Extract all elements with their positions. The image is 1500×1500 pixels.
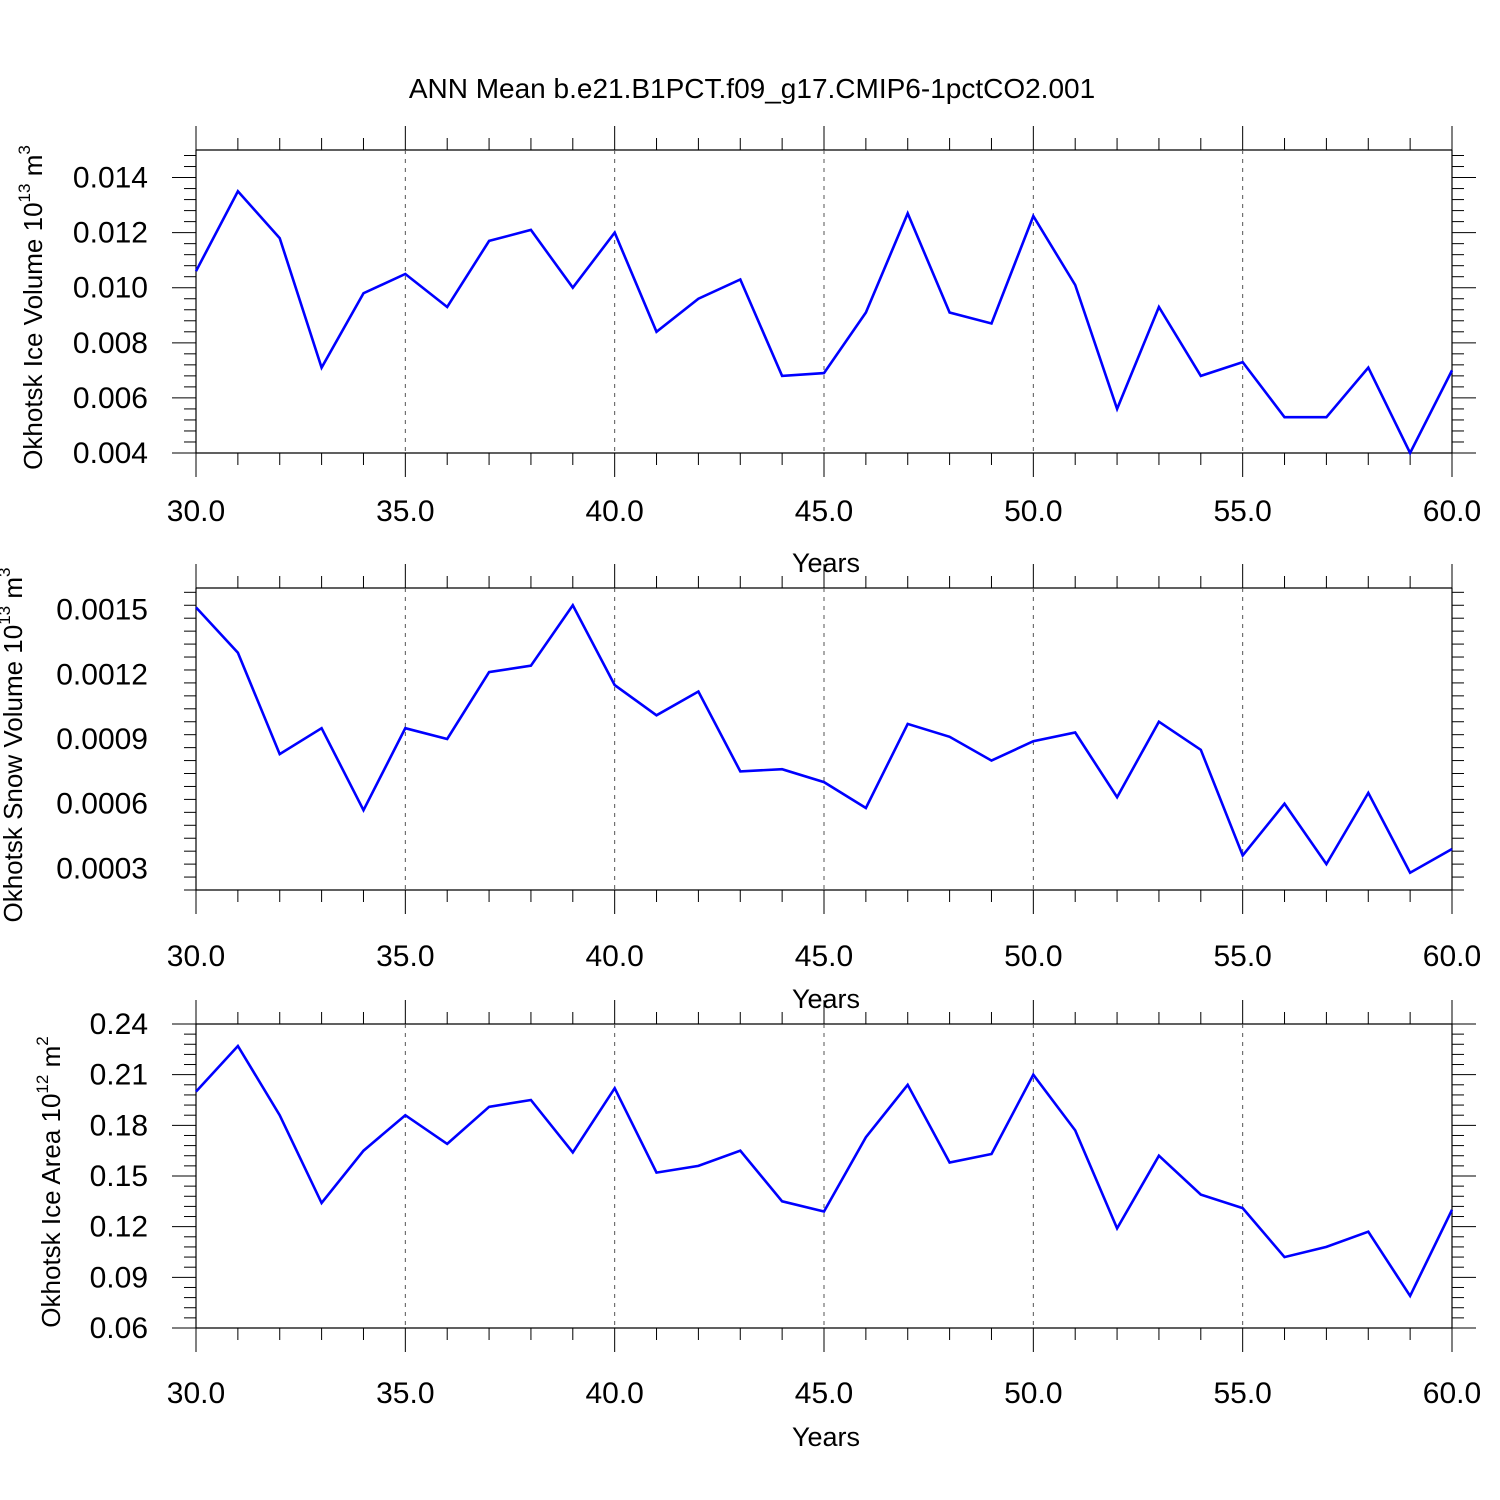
x-tick-label: 50.0 xyxy=(1004,1377,1062,1410)
x-tick-label: 60.0 xyxy=(1423,495,1481,528)
chart-panel-3: 30.0 35.0 40.0 45.0 50.0 55.0 60.0 0.06 0.09 0.12… xyxy=(33,1000,1481,1452)
y-label-power: 12 xyxy=(33,1075,52,1094)
x-axis-label: Years xyxy=(792,984,860,1014)
y-label-unit: m xyxy=(18,155,48,184)
x-tick-label: 45.0 xyxy=(795,495,853,528)
y-label-text: Okhotsk Ice Area 10 xyxy=(36,1094,66,1328)
x-axis-label: Years xyxy=(792,548,860,578)
y-tick-label: 0.12 xyxy=(90,1211,148,1244)
x-tick-label: 45.0 xyxy=(795,1377,853,1410)
y-tick-label: 0.004 xyxy=(73,437,148,470)
y-tick-label: 0.0012 xyxy=(56,658,148,691)
x-tick-label: 40.0 xyxy=(585,1377,643,1410)
x-tick-label: 55.0 xyxy=(1213,940,1271,973)
y-axis-label: Okhotsk Snow Volume 1013 m3 xyxy=(0,568,28,923)
y-label-power: 13 xyxy=(15,184,34,203)
y-tick-label: 0.0006 xyxy=(56,788,148,821)
y-label-unit: m xyxy=(0,577,28,606)
chart-panel-1: 30.0 35.0 40.0 45.0 50.0 55.0 60.0 0.004 0.006 0.… xyxy=(15,126,1481,578)
x-tick-label: 45.0 xyxy=(795,940,853,973)
x-tick-label: 40.0 xyxy=(585,495,643,528)
y-label-text: Okhotsk Ice Volume 10 xyxy=(18,202,48,469)
panels-container: 30.0 35.0 40.0 45.0 50.0 55.0 60.0 0.004 0.006 0.… xyxy=(0,126,1481,1452)
x-axis-label: Years xyxy=(792,1422,860,1452)
y-label-unit-power: 3 xyxy=(0,568,14,577)
y-tick-label: 0.06 xyxy=(90,1312,148,1345)
y-tick-label: 0.21 xyxy=(90,1059,148,1092)
y-tick-label: 0.008 xyxy=(73,327,148,360)
x-tick-label: 60.0 xyxy=(1423,940,1481,973)
y-tick-label: 0.0009 xyxy=(56,723,148,756)
x-tick-label: 35.0 xyxy=(376,495,434,528)
y-tick-label: 0.0003 xyxy=(56,852,148,885)
y-tick-label: 0.15 xyxy=(90,1160,148,1193)
y-label-unit-power: 3 xyxy=(15,145,34,154)
chart-panel-2: 30.0 35.0 40.0 45.0 50.0 55.0 60.0 0.0003 0.0006… xyxy=(0,564,1481,1014)
y-tick-label: 0.014 xyxy=(73,162,148,195)
x-tick-label: 55.0 xyxy=(1213,1377,1271,1410)
y-tick-label: 0.010 xyxy=(73,272,148,305)
y-tick-label: 0.0015 xyxy=(56,594,148,627)
x-tick-label: 50.0 xyxy=(1004,495,1062,528)
y-axis-label: Okhotsk Ice Area 1012 m2 xyxy=(33,1036,66,1327)
y-label-unit-power: 2 xyxy=(33,1036,52,1045)
y-axis-label: Okhotsk Ice Volume 1013 m3 xyxy=(15,145,48,470)
x-tick-label: 50.0 xyxy=(1004,940,1062,973)
x-tick-label: 55.0 xyxy=(1213,495,1271,528)
x-tick-label: 30.0 xyxy=(167,495,225,528)
y-tick-label: 0.09 xyxy=(90,1261,148,1294)
x-tick-label: 35.0 xyxy=(376,940,434,973)
y-label-power: 13 xyxy=(0,606,14,625)
figure-title: ANN Mean b.e21.B1PCT.f09_g17.CMIP6-1pctC… xyxy=(409,73,1095,104)
y-tick-label: 0.24 xyxy=(90,1008,148,1041)
x-tick-label: 60.0 xyxy=(1423,1377,1481,1410)
y-tick-label: 0.18 xyxy=(90,1109,148,1142)
y-label-text: Okhotsk Snow Volume 10 xyxy=(0,625,28,923)
y-tick-label: 0.006 xyxy=(73,382,148,415)
x-tick-label: 35.0 xyxy=(376,1377,434,1410)
x-tick-label: 30.0 xyxy=(167,1377,225,1410)
y-tick-label: 0.012 xyxy=(73,217,148,250)
y-label-unit: m xyxy=(36,1046,66,1075)
x-tick-label: 40.0 xyxy=(585,940,643,973)
x-tick-label: 30.0 xyxy=(167,940,225,973)
